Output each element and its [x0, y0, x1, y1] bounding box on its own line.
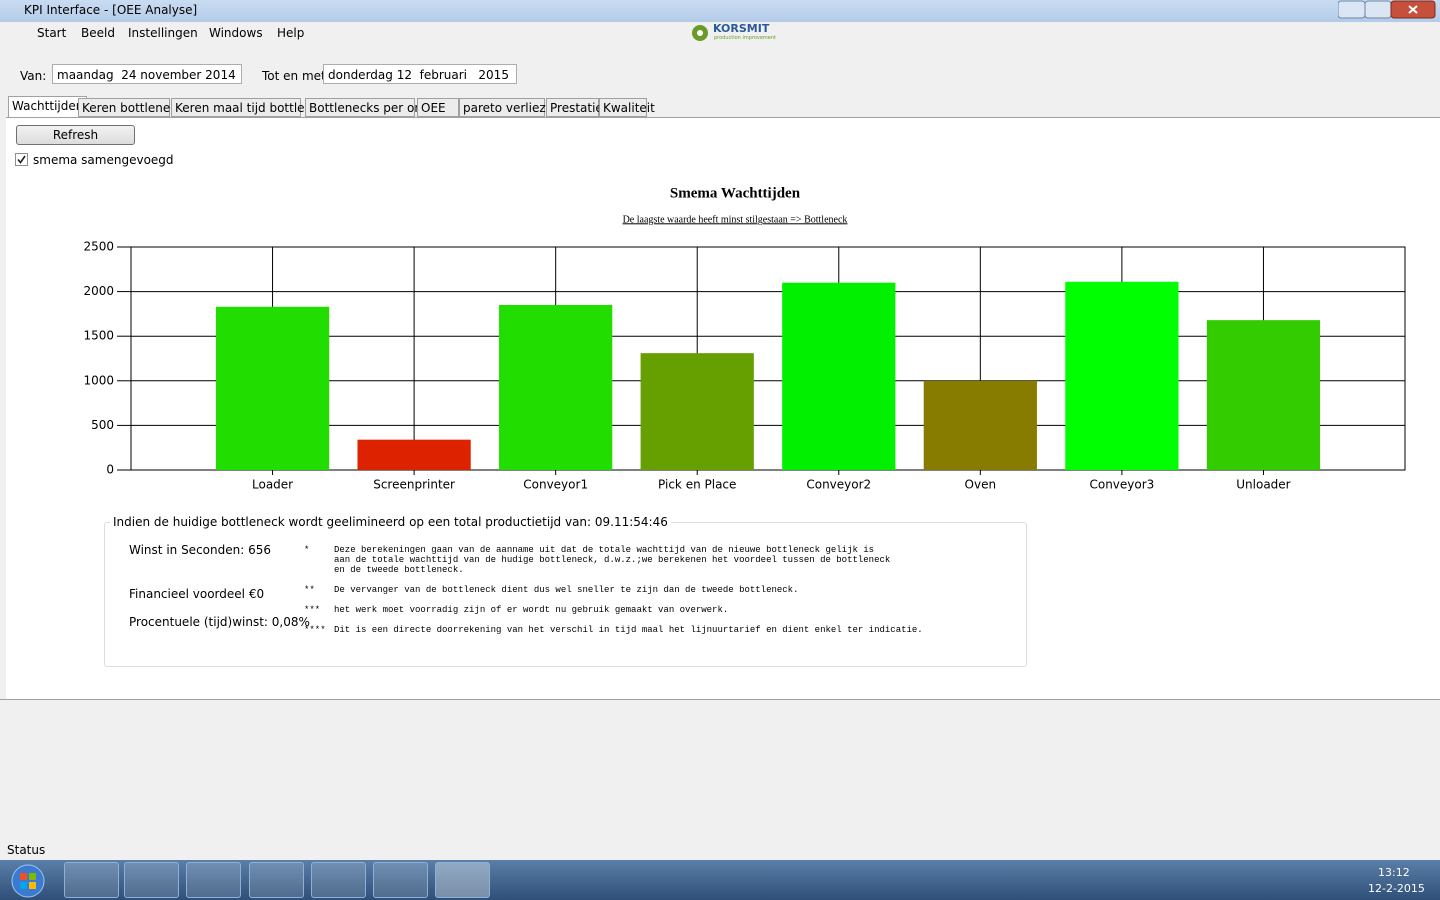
taskbar-app[interactable]: [311, 862, 366, 898]
status-text: Status: [7, 843, 46, 857]
taskbar-app[interactable]: [124, 862, 179, 898]
title-bar: [0, 0, 1440, 22]
x-tick-label: Oven: [965, 478, 997, 492]
taskbar-app[interactable]: [186, 862, 241, 898]
x-tick-label: Pick en Place: [658, 478, 736, 492]
logo-icon: [692, 25, 708, 41]
tab[interactable]: Prestatie: [546, 98, 603, 117]
refresh-button[interactable]: Refresh: [16, 125, 135, 145]
bar: [499, 304, 613, 470]
note-line: Deze berekeningen gaan van de aanname ui…: [334, 545, 875, 555]
menu-item[interactable]: Beeld: [81, 26, 115, 40]
y-tick-label: 500: [91, 418, 114, 432]
from-label: Van:: [20, 69, 47, 83]
bar: [1065, 281, 1179, 470]
x-tick-label: Conveyor3: [1089, 478, 1154, 492]
tab[interactable]: Kwaliteit: [599, 98, 655, 117]
tab[interactable]: Bottlenecks per order: [305, 98, 439, 117]
logo-name: KORSMIT: [713, 22, 770, 35]
minimize-button[interactable]: [1338, 0, 1366, 19]
info-item: Procentuele (tijd)winst: 0,08%: [129, 615, 310, 629]
x-tick-label: Conveyor1: [523, 478, 588, 492]
note-mark: **: [304, 585, 315, 595]
check-mark: [17, 155, 26, 164]
note-line: De vervanger van de bottleneck dient dus…: [334, 585, 799, 595]
menu-item[interactable]: Help: [277, 26, 305, 40]
taskbar-app[interactable]: [64, 862, 119, 898]
checkbox-label[interactable]: smema samengevoegd: [33, 153, 174, 167]
y-tick-label: 2500: [83, 240, 114, 254]
info-item: Winst in Seconden: 656: [129, 543, 271, 557]
note-line: het werk moet voorradig zijn of er wordt…: [334, 605, 729, 615]
to-date-picker[interactable]: donderdag 12 februari 2015: [323, 64, 517, 84]
chart: Smema Wachttijden De laagste waarde heef…: [83, 185, 1406, 492]
plot-area: [130, 246, 1406, 471]
maximize-button[interactable]: [1364, 0, 1392, 19]
x-tick-label: Loader: [252, 478, 293, 492]
x-tick-label: Screenprinter: [373, 478, 455, 492]
menu-item[interactable]: Start: [37, 26, 67, 40]
clock-time: 13:12: [1378, 866, 1410, 879]
taskbar-app[interactable]: [249, 862, 304, 898]
x-tick-label: Unloader: [1236, 478, 1290, 492]
bar: [215, 306, 330, 470]
tab[interactable]: OEE: [417, 98, 459, 117]
y-tick-label: 1000: [83, 373, 114, 387]
bar: [357, 439, 471, 470]
info-item: Financieel voordeel €0: [129, 587, 265, 601]
clock-date: 12-2-2015: [1368, 882, 1425, 895]
from-date-picker[interactable]: maandag 24 november 2014: [52, 64, 242, 84]
y-tick-label: 0: [106, 463, 114, 477]
taskbar-app[interactable]: [373, 862, 428, 898]
window-title: KPI Interface - [OEE Analyse]: [24, 3, 198, 17]
bar: [782, 282, 896, 470]
divider: [0, 699, 1440, 700]
bar: [640, 353, 754, 470]
bar: [923, 380, 1037, 470]
y-tick-label: 1500: [83, 329, 114, 343]
x-tick-label: Conveyor2: [806, 478, 871, 492]
tab[interactable]: Keren bottleneck: [78, 98, 184, 117]
note-mark: *: [304, 545, 310, 555]
taskbar-app[interactable]: [435, 862, 490, 898]
y-tick-label: 2000: [83, 284, 114, 298]
checkbox[interactable]: [15, 153, 29, 167]
logo-tagline: production improvement: [714, 35, 776, 41]
chart-title: Smema Wachttijden: [670, 185, 801, 201]
menu-item[interactable]: Instellingen: [128, 26, 198, 40]
tab[interactable]: Wachttijden: [8, 96, 88, 117]
start-button[interactable]: [8, 862, 48, 900]
to-label: Tot en met:: [262, 69, 330, 83]
tab[interactable]: Keren maal tijd bottleneck: [171, 98, 333, 117]
menu-item[interactable]: Windows: [209, 26, 263, 40]
note-line: en de tweede bottleneck.: [334, 565, 464, 575]
tab[interactable]: pareto verliezen: [459, 98, 561, 117]
note-line: aan de totale wachttijd van de hudige bo…: [334, 555, 891, 565]
window-controls: [1338, 0, 1436, 19]
bar: [1206, 320, 1321, 470]
note-mark: ****: [304, 625, 326, 635]
chart-subtitle: De laagste waarde heeft minst stilgestaa…: [623, 214, 848, 225]
note-line: Dit is een directe doorrekening van het …: [334, 625, 923, 635]
note-mark: ***: [304, 605, 321, 615]
menu-bar: [0, 22, 1440, 45]
info-heading: Indien de huidige bottleneck wordt geeli…: [110, 515, 671, 529]
